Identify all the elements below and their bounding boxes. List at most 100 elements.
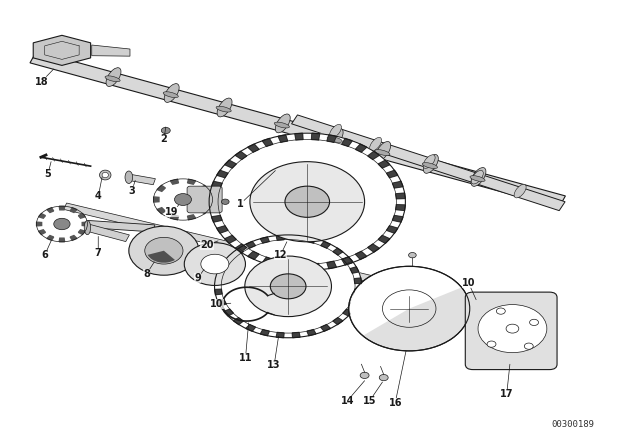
Circle shape [129,226,199,275]
Polygon shape [92,45,130,56]
Text: 10: 10 [461,278,476,300]
Wedge shape [148,251,175,263]
Polygon shape [38,230,45,234]
Ellipse shape [275,114,290,133]
Polygon shape [350,300,359,306]
Polygon shape [378,236,390,243]
Circle shape [145,237,183,264]
Polygon shape [235,151,246,159]
Polygon shape [246,241,255,248]
Text: 7: 7 [95,237,102,258]
Ellipse shape [327,137,342,142]
Polygon shape [312,133,319,140]
Polygon shape [38,214,45,218]
Polygon shape [170,215,179,220]
Polygon shape [368,244,380,252]
Polygon shape [246,325,255,331]
Circle shape [245,256,332,317]
Polygon shape [342,257,352,265]
Ellipse shape [164,84,179,103]
Text: 3: 3 [129,181,136,196]
Polygon shape [209,193,219,199]
Polygon shape [368,151,380,159]
Text: 17: 17 [500,364,513,399]
Polygon shape [278,261,287,269]
Ellipse shape [217,98,232,117]
Polygon shape [327,261,337,269]
Polygon shape [307,330,316,336]
Polygon shape [312,263,319,270]
Circle shape [285,186,330,217]
Circle shape [506,324,519,333]
Polygon shape [355,251,367,259]
Polygon shape [248,144,259,152]
Circle shape [497,308,506,314]
Polygon shape [201,185,209,191]
Polygon shape [260,237,269,243]
Circle shape [360,372,369,379]
Ellipse shape [105,76,120,82]
Circle shape [184,243,246,285]
Polygon shape [343,309,353,316]
Polygon shape [343,257,353,263]
Polygon shape [128,174,156,185]
Circle shape [270,274,306,299]
Polygon shape [276,332,284,338]
Polygon shape [262,257,273,265]
Text: 12: 12 [274,242,287,260]
Text: 1: 1 [237,171,275,209]
Text: 2: 2 [161,127,167,144]
Text: 19: 19 [165,205,179,216]
Polygon shape [47,208,54,212]
Polygon shape [392,215,403,222]
Polygon shape [82,222,87,226]
Polygon shape [79,230,85,234]
Circle shape [487,341,496,347]
Text: 14: 14 [340,381,365,406]
Ellipse shape [423,155,435,168]
Text: 20: 20 [200,240,218,250]
Polygon shape [33,35,91,65]
Polygon shape [321,241,330,248]
Polygon shape [70,236,77,240]
Ellipse shape [471,170,483,184]
Polygon shape [207,197,212,202]
Polygon shape [63,203,525,319]
Text: 15: 15 [363,382,383,406]
Polygon shape [188,215,196,220]
Polygon shape [47,236,54,240]
Circle shape [529,319,538,326]
Polygon shape [70,208,77,212]
Circle shape [478,305,547,353]
Polygon shape [350,267,359,273]
Text: 13: 13 [268,336,281,370]
Polygon shape [262,138,273,146]
Ellipse shape [471,168,486,186]
Polygon shape [333,318,343,324]
Polygon shape [378,160,390,168]
Polygon shape [327,135,337,142]
Ellipse shape [275,122,289,128]
Polygon shape [30,51,565,207]
Circle shape [201,254,229,274]
Text: 4: 4 [95,177,102,202]
Text: 6: 6 [42,241,51,260]
Text: 00300189: 00300189 [551,420,594,429]
Ellipse shape [370,138,381,151]
Polygon shape [342,138,352,146]
Polygon shape [214,289,222,295]
Circle shape [524,343,533,349]
Polygon shape [248,251,259,259]
Polygon shape [396,205,405,211]
Polygon shape [209,205,219,211]
Polygon shape [260,330,269,336]
Text: 18: 18 [35,69,54,86]
Circle shape [161,127,170,134]
Ellipse shape [375,150,390,155]
Polygon shape [278,135,287,142]
Polygon shape [212,215,222,222]
Circle shape [221,199,229,204]
Ellipse shape [422,163,438,168]
FancyBboxPatch shape [187,186,222,213]
Polygon shape [36,222,42,226]
